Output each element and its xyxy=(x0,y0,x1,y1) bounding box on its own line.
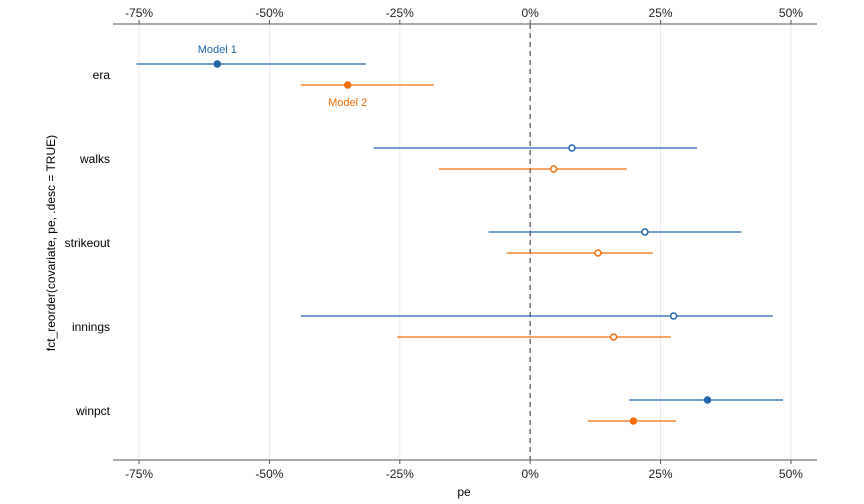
axis-layer: -75% -75% -50% -50% -25% -25% 0% 0% 25% 25% 50% 50% xyxy=(113,6,817,481)
category-label-era: era xyxy=(93,68,111,82)
point-era-series-0 xyxy=(213,60,222,68)
bottom-tick-label: 0% xyxy=(522,467,540,481)
top-tick-label: 0% xyxy=(522,6,540,20)
annotation-layer: Model 1 Model 2 xyxy=(198,44,368,109)
point-walks-series-1 xyxy=(549,165,558,173)
top-tick-label: 50% xyxy=(779,6,803,20)
point-walks-series-0 xyxy=(568,144,576,152)
bottom-tick-label: -50% xyxy=(255,467,283,481)
estimate-marks xyxy=(136,60,784,425)
category-label-innings: innings xyxy=(72,320,110,334)
bottom-tick-label: -75% xyxy=(125,467,153,481)
bottom-tick-label: -25% xyxy=(386,467,414,481)
top-tick-label: -25% xyxy=(386,6,414,20)
category-labels: era walks strikeout innings winpct xyxy=(65,68,111,418)
point-innings-series-1 xyxy=(609,333,618,341)
point-winpct-series-0 xyxy=(703,396,712,404)
bottom-tick-label: 25% xyxy=(649,467,673,481)
category-label-winpct: winpct xyxy=(75,404,111,418)
bottom-tick-label: 50% xyxy=(779,467,803,481)
point-era-series-1 xyxy=(343,81,352,89)
top-tick-label: -50% xyxy=(255,6,283,20)
grid-layer xyxy=(138,24,792,460)
point-winpct-series-1 xyxy=(629,417,638,425)
point-innings-series-0 xyxy=(669,312,678,320)
point-strikeout-series-1 xyxy=(594,249,602,257)
annotation-model-1: Model 1 xyxy=(198,44,237,56)
x-axis-title: pe xyxy=(457,485,471,499)
category-label-strikeout: strikeout xyxy=(65,236,111,250)
category-label-walks: walks xyxy=(79,152,110,166)
top-tick-label: -75% xyxy=(125,6,153,20)
point-strikeout-series-0 xyxy=(641,228,649,236)
y-axis-title: fct_reorder(covariate, pe, .desc = TRUE) xyxy=(44,135,58,351)
annotation-model-2: Model 2 xyxy=(328,97,367,109)
top-tick-label: 25% xyxy=(649,6,673,20)
